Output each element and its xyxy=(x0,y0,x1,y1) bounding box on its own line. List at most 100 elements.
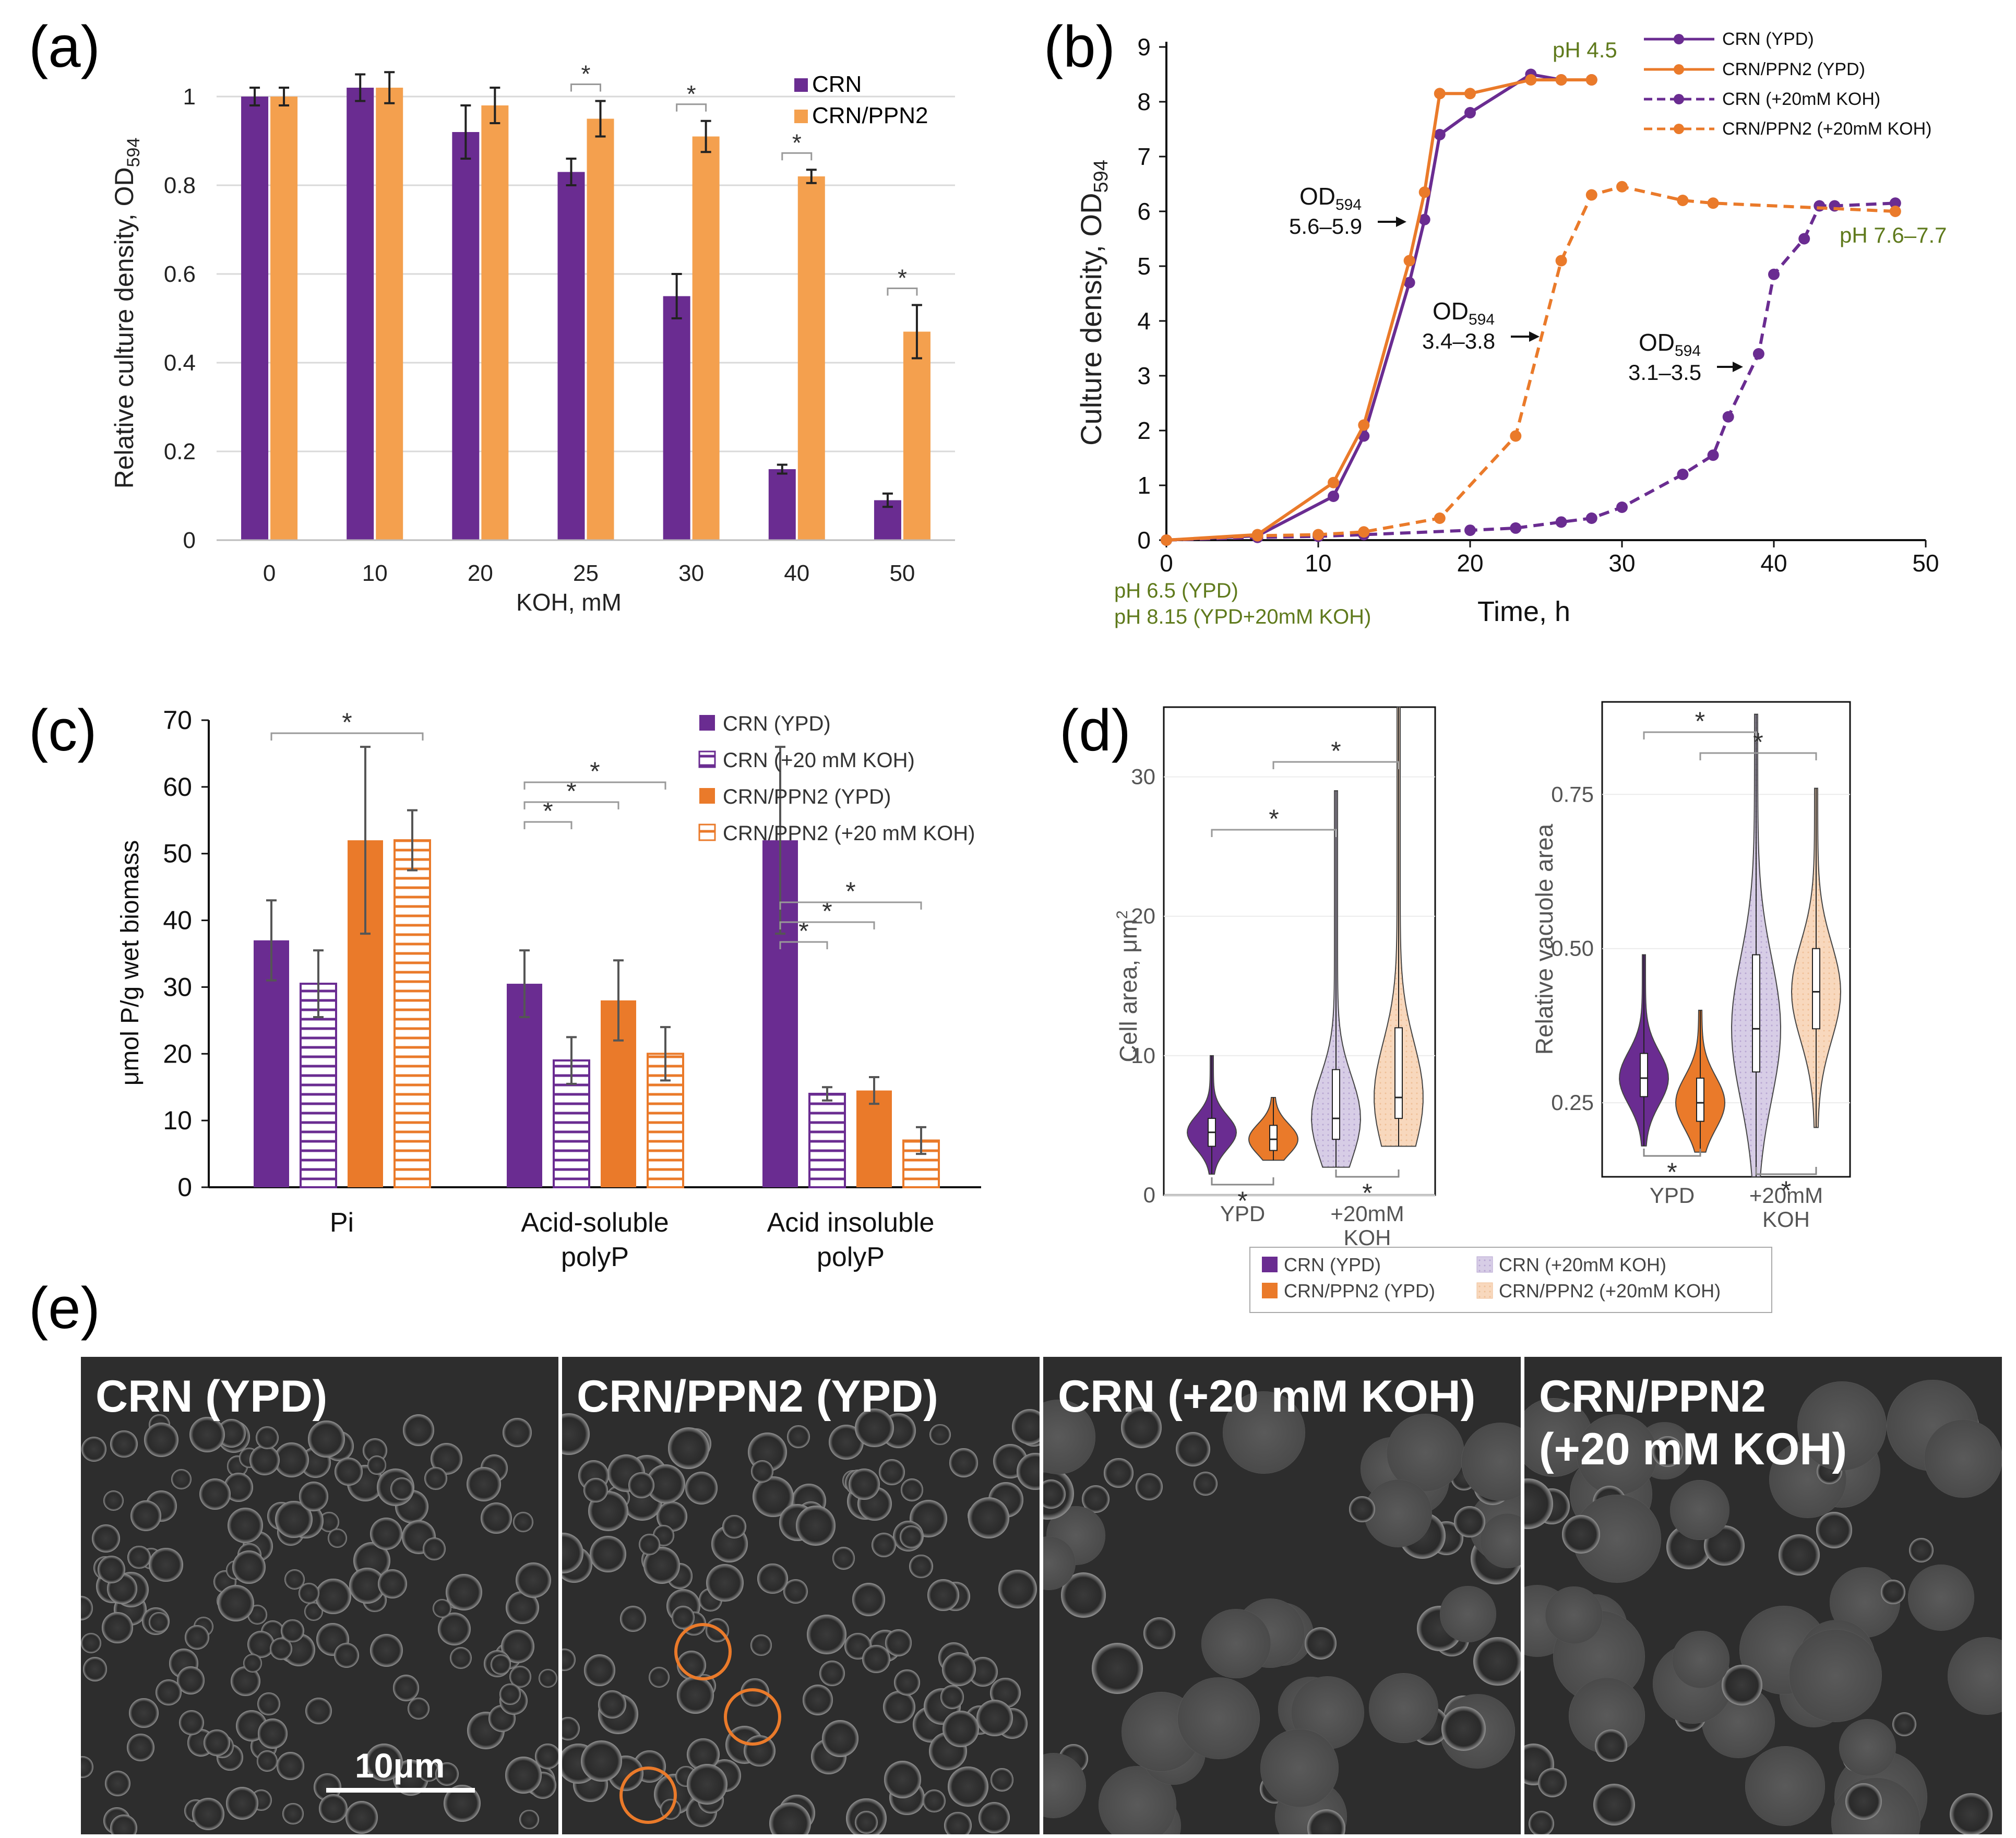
b-data-point xyxy=(1418,213,1430,225)
yeast-cell xyxy=(370,1634,403,1667)
b-annotation-od-3: OD594 3.1–3.5 xyxy=(1628,329,1743,385)
yeast-cell xyxy=(1816,1512,1853,1548)
d-legend-label-3: CRN/PPN2 (YPD) xyxy=(1284,1280,1435,1302)
a-bar-crn-ppn2 xyxy=(376,88,403,540)
a-sig-bracket-star: * xyxy=(792,129,802,156)
violin-sig-bracket-star: * xyxy=(1753,727,1763,757)
violin-box xyxy=(1696,1077,1704,1122)
yeast-cell xyxy=(81,1633,101,1654)
violin-y-tick-label: 0.50 xyxy=(1551,936,1594,961)
yeast-cell xyxy=(894,1669,920,1696)
yeast-cell xyxy=(402,1414,435,1446)
yeast-cell xyxy=(620,1605,647,1632)
c-sig-bracket-star: * xyxy=(342,708,352,737)
d-legend-swatch-2 xyxy=(1476,1256,1493,1273)
yeast-cell xyxy=(82,1656,108,1681)
micrograph-crn-ppn2-ypd: CRN/PPN2 (YPD) xyxy=(562,1357,1040,1834)
yeast-cell xyxy=(802,1685,833,1716)
a-y-axis-label: Relative culture density, OD594 xyxy=(110,138,144,489)
yeast-cell xyxy=(519,1809,540,1830)
a-legend-swatch-crn-ppn2 xyxy=(794,110,808,123)
c-y-tick-label: 60 xyxy=(163,772,192,802)
b-data-point xyxy=(1616,181,1628,193)
yeast-cell xyxy=(81,1756,93,1779)
b-data-point xyxy=(1510,430,1522,442)
d-legend-label-4: CRN/PPN2 (+20mM KOH) xyxy=(1499,1280,1721,1302)
b-data-point xyxy=(1555,255,1567,267)
yeast-cell xyxy=(149,1547,184,1582)
yeast-cell xyxy=(232,1550,266,1584)
a-sig-bracket xyxy=(676,103,707,112)
yeast-cell xyxy=(327,1529,347,1548)
yeast-cell xyxy=(1797,1381,1887,1471)
violin-sig-star: * xyxy=(1362,1178,1372,1208)
yeast-cell xyxy=(884,1761,922,1798)
a-x-tick-label: 20 xyxy=(468,560,493,586)
c-sig-bracket-star: * xyxy=(566,777,576,806)
violin-box xyxy=(1812,948,1820,1030)
violin-box xyxy=(1269,1125,1278,1151)
yeast-cell xyxy=(1908,1538,1934,1563)
yeast-cell xyxy=(1538,1768,1567,1797)
b-data-point xyxy=(1707,197,1719,209)
c-legend-label-2: CRN (+20 mM KOH) xyxy=(723,749,915,772)
yeast-cell xyxy=(1593,1783,1636,1826)
yeast-cell xyxy=(171,1469,192,1490)
a-bar-crn xyxy=(347,88,374,540)
b-y-tick-label: 4 xyxy=(1137,307,1151,335)
svg-text:3.4–3.8: 3.4–3.8 xyxy=(1422,329,1495,353)
yeast-cell xyxy=(807,1615,847,1655)
a-legend-label-crn-ppn2: CRN/PPN2 xyxy=(812,103,928,128)
yeast-cell xyxy=(750,1634,772,1656)
yeast-cell xyxy=(751,1460,773,1483)
yeast-cell xyxy=(192,1797,225,1831)
a-bar-crn xyxy=(557,172,585,540)
yeast-cell xyxy=(1305,1627,1337,1660)
micrograph-crn-ppn2-koh: CRN/PPN2 (+20 mM KOH) xyxy=(1524,1357,2002,1834)
yeast-cell xyxy=(365,1744,403,1781)
yeast-cell xyxy=(144,1423,179,1458)
yeast-cell xyxy=(949,1448,979,1478)
yeast-cell xyxy=(318,1794,348,1823)
yeast-cell xyxy=(184,1625,209,1650)
yeast-cell xyxy=(203,1729,230,1756)
yeast-cell xyxy=(638,1534,660,1556)
yeast-cell xyxy=(490,1654,511,1675)
c-sig-bracket xyxy=(523,821,572,829)
yeast-cell xyxy=(1576,1414,1657,1496)
violin-sig-bracket-star: * xyxy=(1331,736,1341,766)
b-data-point xyxy=(1677,195,1689,206)
yeast-cell xyxy=(249,1445,280,1475)
b-data-point xyxy=(1328,491,1340,502)
b-data-point xyxy=(1464,88,1476,100)
violin-sig-bracket xyxy=(1643,731,1757,739)
yeast-cell xyxy=(944,1811,972,1834)
yeast-cell xyxy=(832,1546,855,1570)
c-sig-bracket xyxy=(779,901,922,910)
c-sig-bracket-star: * xyxy=(798,916,808,946)
c-legend-label-3: CRN/PPN2 (YPD) xyxy=(723,785,891,808)
scale-bar xyxy=(326,1788,475,1793)
b-data-point xyxy=(1358,526,1370,538)
c-y-axis-label: μmol P/g wet biomass xyxy=(116,840,144,1085)
yeast-cell xyxy=(562,1648,576,1671)
svg-text:OD594: OD594 xyxy=(1639,329,1701,360)
violin-sig-bracket xyxy=(1211,829,1337,837)
c-x-tick-label: Acid-soluble xyxy=(521,1208,669,1238)
d-legend-swatch-4 xyxy=(1476,1282,1493,1299)
c-legend: CRN (YPD) CRN (+20 mM KOH) CRN/PPN2 (YPD… xyxy=(698,712,975,845)
yeast-cell xyxy=(998,1570,1037,1608)
b-data-point xyxy=(1889,197,1901,209)
yeast-cell xyxy=(199,1478,231,1510)
yeast-cell xyxy=(852,1583,885,1616)
yeast-cell xyxy=(408,1698,430,1720)
a-legend-swatch-crn xyxy=(794,78,808,92)
figure: (a) (b) (c) (d) (e) **** 00.20.40.60.810… xyxy=(29,14,1947,1341)
yeast-cell xyxy=(1892,1712,1917,1736)
yeast-cell xyxy=(1561,1515,1601,1554)
yeast-cell xyxy=(900,1525,923,1548)
c-x-tick-label: Acid insoluble xyxy=(767,1208,935,1238)
yeast-cell xyxy=(1104,1458,1134,1488)
c-sig-bracket xyxy=(523,781,666,790)
d2-y-axis-label: Relative vacuole area xyxy=(1531,823,1558,1055)
